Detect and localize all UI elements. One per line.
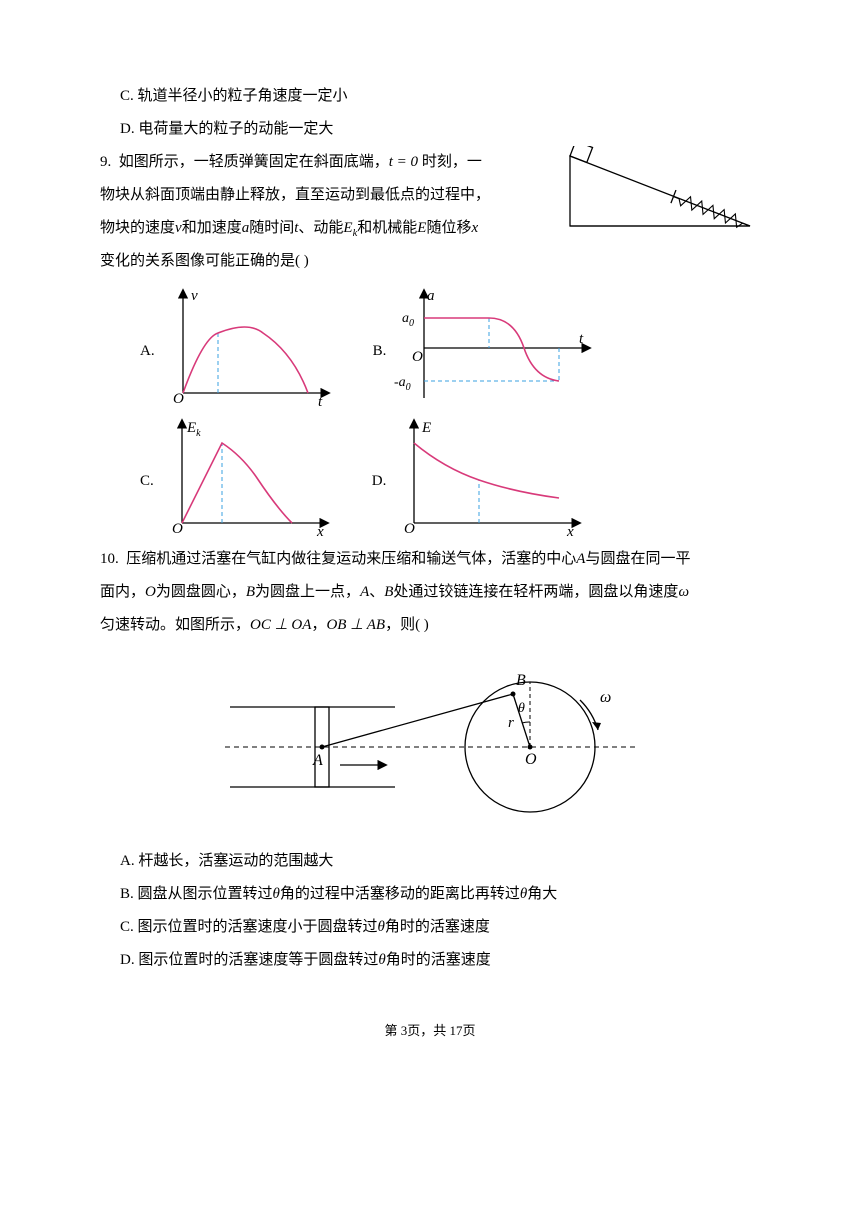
chart-C: O x Ek <box>162 418 332 538</box>
q9-line4: 变化的关系图像可能正确的是( ) <box>100 245 760 278</box>
q10-option-c: C. 图示位置时的活塞速度小于圆盘转过θ角时的活塞速度 <box>100 911 760 944</box>
svg-text:θ: θ <box>518 701 525 716</box>
svg-text:v: v <box>191 288 198 304</box>
q9-incline-figure <box>560 146 760 249</box>
svg-text:r: r <box>508 715 514 731</box>
svg-text:O: O <box>172 521 183 537</box>
svg-text:ω: ω <box>600 689 611 706</box>
q9-label-b: B. <box>373 335 387 408</box>
svg-text:a0: a0 <box>402 311 414 329</box>
q10-line1: 10. 压缩机通过活塞在气缸内做往复运动来压缩和输送气体，活塞的中心A与圆盘在同… <box>100 543 760 576</box>
q10-figure: A O B r θ ω <box>100 652 760 835</box>
chart-D: O x E <box>394 418 584 538</box>
page-footer: 第 3页，共 17页 <box>100 1017 760 1046</box>
q9-charts-row1: A. O t v B. a O t a0 -a0 <box>140 288 760 408</box>
q9-label-d: D. <box>372 465 387 538</box>
svg-text:A: A <box>312 752 323 769</box>
q10-option-b: B. 圆盘从图示位置转过θ角的过程中活塞移动的距离比再转过θ角大 <box>100 878 760 911</box>
q8-option-c: C. 轨道半径小的粒子角速度一定小 <box>100 80 760 113</box>
svg-text:t: t <box>579 331 584 347</box>
q8-option-d: D. 电荷量大的粒子的动能一定大 <box>100 113 760 146</box>
q10-line3: 匀速转动。如图所示，OC ⊥ OA，OB ⊥ AB，则( ) <box>100 609 760 642</box>
svg-text:a: a <box>427 288 435 304</box>
svg-text:O: O <box>173 391 184 407</box>
svg-text:O: O <box>404 521 415 537</box>
svg-text:Ek: Ek <box>186 420 201 439</box>
svg-text:O: O <box>412 349 423 365</box>
q10-line2: 面内，O为圆盘圆心，B为圆盘上一点，A、B处通过铰链连接在轻杆两端，圆盘以角速度… <box>100 576 760 609</box>
q9-label-c: C. <box>140 465 154 538</box>
svg-text:x: x <box>566 524 574 538</box>
svg-text:O: O <box>525 751 537 768</box>
page-container: C. 轨道半径小的粒子角速度一定小 D. 电荷量大的粒子的动能一定大 9. 如图… <box>0 0 860 1220</box>
svg-text:B: B <box>516 672 526 689</box>
svg-text:-a0: -a0 <box>394 375 411 393</box>
svg-text:t: t <box>318 394 323 408</box>
q9-charts-row2: C. O x Ek D. O x E <box>140 418 760 538</box>
chart-B: a O t a0 -a0 <box>394 288 594 408</box>
chart-A: O t v <box>163 288 333 408</box>
q9-label-a: A. <box>140 335 155 408</box>
svg-text:x: x <box>316 524 324 538</box>
svg-text:E: E <box>421 420 431 436</box>
q10-option-d: D. 图示位置时的活塞速度等于圆盘转过θ角时的活塞速度 <box>100 944 760 977</box>
q10-option-a: A. 杆越长，活塞运动的范围越大 <box>100 845 760 878</box>
